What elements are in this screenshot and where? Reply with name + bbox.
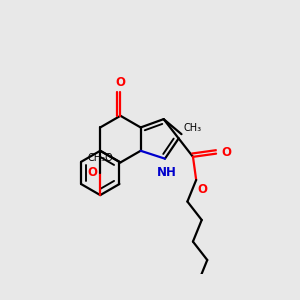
Text: CH₃: CH₃ — [184, 123, 202, 133]
Text: NH: NH — [157, 166, 176, 178]
Text: O: O — [88, 167, 98, 179]
Text: O: O — [198, 183, 208, 196]
Text: CH₃O: CH₃O — [87, 154, 113, 164]
Text: O: O — [116, 76, 125, 89]
Text: O: O — [222, 146, 232, 159]
